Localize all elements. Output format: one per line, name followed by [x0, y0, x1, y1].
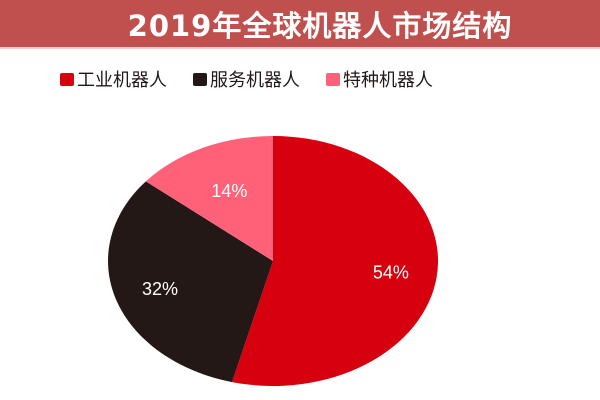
pie-slices [108, 136, 439, 386]
legend-item-service: 服务机器人 [193, 66, 300, 92]
legend-label-service: 服务机器人 [210, 70, 300, 91]
legend-swatch-service [193, 72, 207, 86]
legend-item-industrial: 工业机器人 [60, 66, 167, 92]
chart-title: 2019年全球机器人市场结构 [127, 8, 513, 43]
pie-labels: 54% 32% 14% [142, 181, 409, 299]
chart-legend: 工业机器人 服务机器人 特种机器人 [60, 66, 459, 92]
pie-label-service: 32% [142, 279, 178, 299]
chart-title-banner: 2019年全球机器人市场结构 [0, 0, 600, 49]
pie-label-industrial: 54% [373, 262, 409, 282]
legend-swatch-special [326, 72, 340, 86]
pie-label-special: 14% [211, 181, 247, 201]
legend-label-industrial: 工业机器人 [77, 70, 167, 91]
legend-label-special: 特种机器人 [343, 70, 433, 91]
legend-swatch-industrial [60, 72, 74, 86]
pie-slice-special [145, 136, 273, 261]
pie-slice-service [108, 181, 274, 383]
legend-item-special: 特种机器人 [326, 66, 433, 92]
pie-slice-industrial [231, 136, 439, 386]
